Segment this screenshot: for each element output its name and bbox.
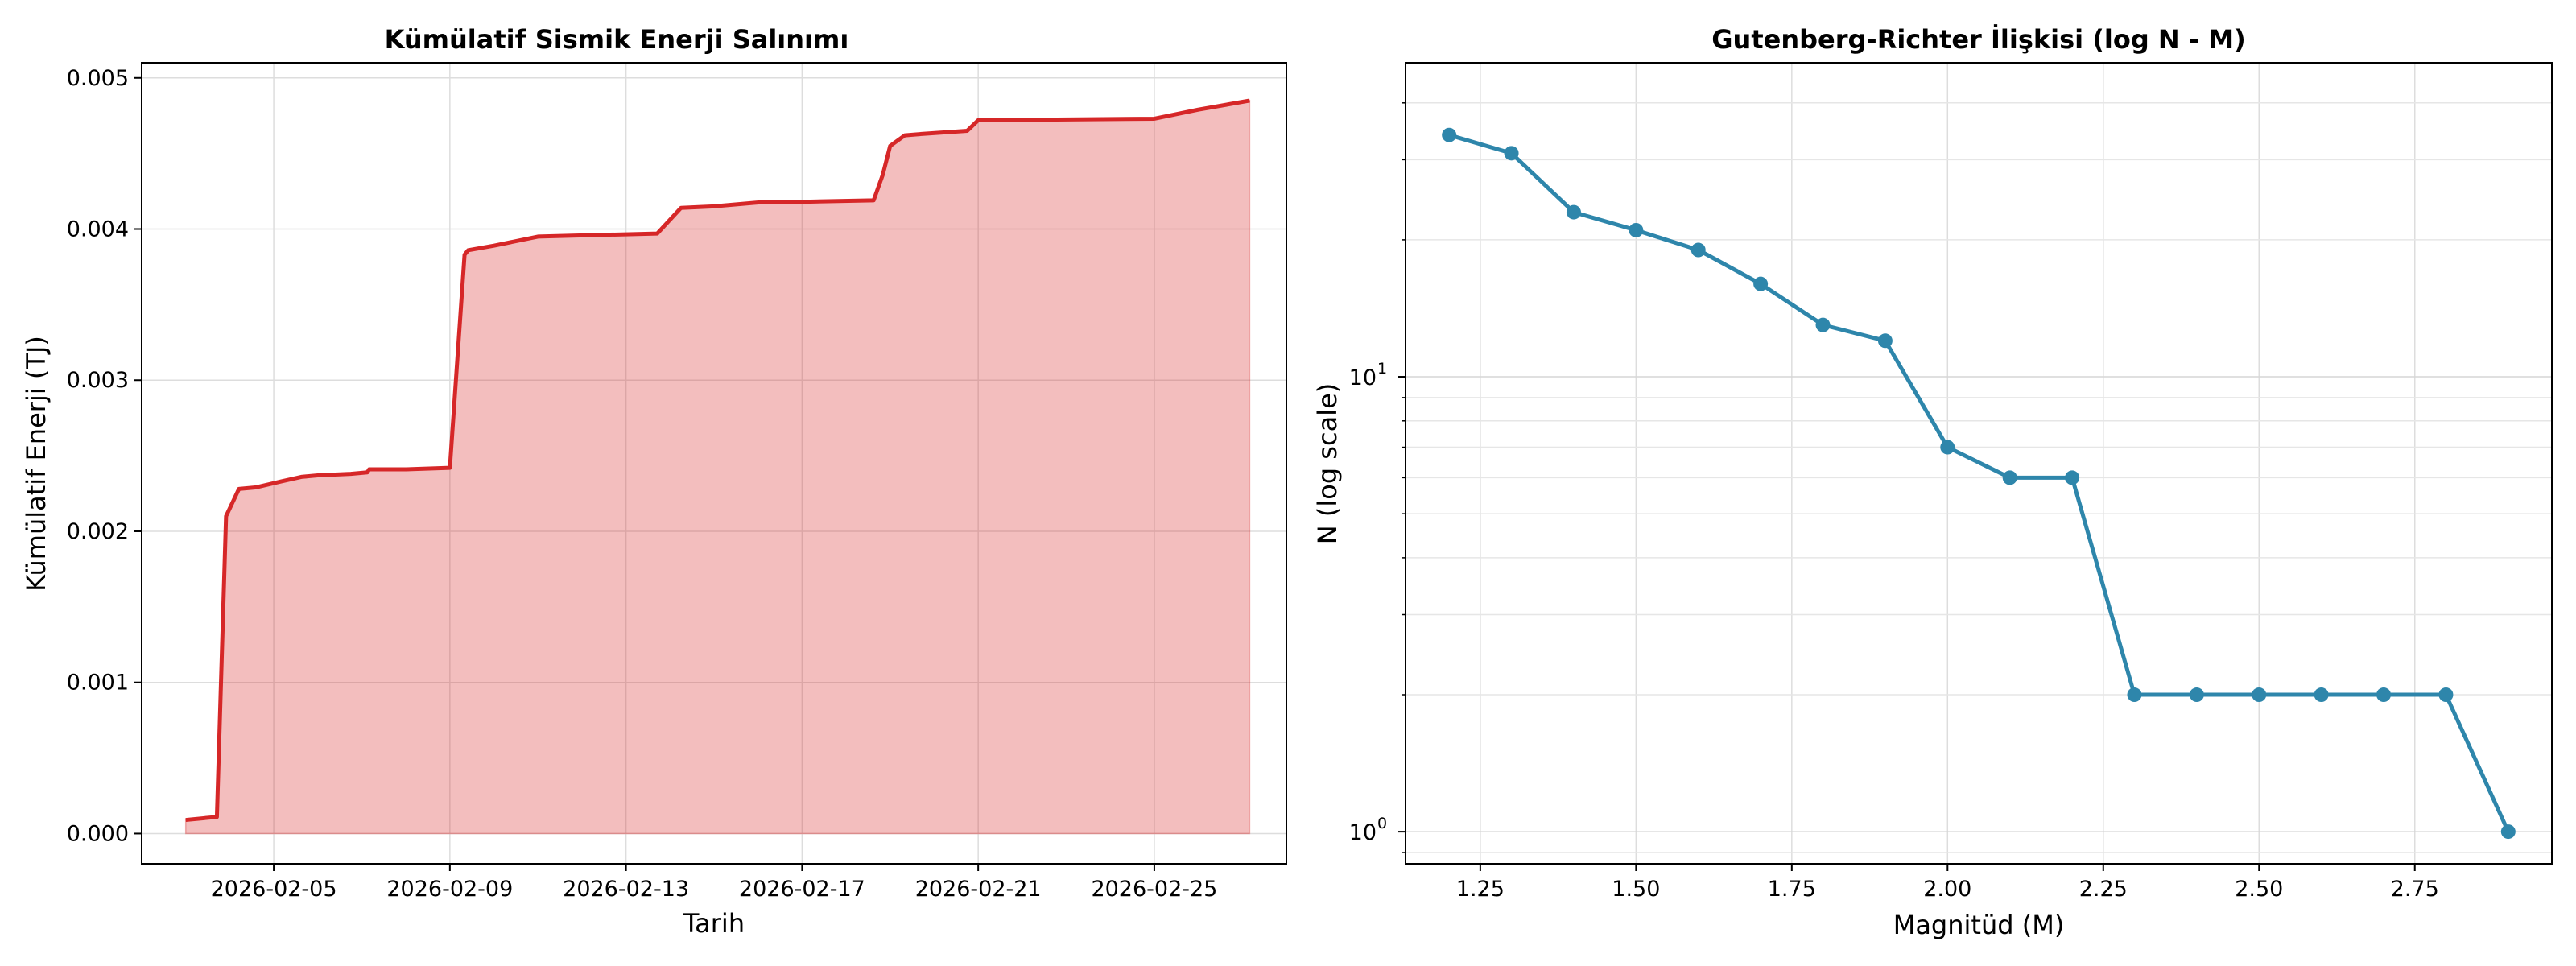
gr-data-point [2314, 687, 2329, 703]
energy-x-tick-label: 2026-02-09 [386, 877, 513, 902]
energy-x-tick-label: 2026-02-13 [563, 877, 689, 902]
energy-y-tick-label: 0.000 [67, 821, 129, 846]
gr-x-tick-label: 2.75 [2391, 877, 2439, 902]
gr-x-tick-label: 1.50 [1612, 877, 1660, 902]
gr-data-point [2252, 687, 2267, 703]
energy-area-fill [184, 100, 1251, 835]
gr-grid [1406, 63, 2552, 864]
gr-data-point [2438, 687, 2454, 703]
energy-y-tick-label: 0.001 [67, 671, 129, 696]
gr-y-tick-label: 10 [1349, 820, 1377, 845]
energy-chart: Kümülatif Sismik Enerji Salınımı 2026-02… [21, 24, 1287, 939]
gr-data-point [1815, 317, 1831, 332]
gr-x-tick-label: 1.25 [1456, 877, 1505, 902]
gr-plot-frame [1405, 62, 2553, 865]
energy-marks [184, 98, 1251, 835]
gr-data-point [1629, 222, 1644, 237]
energy-x-tick-label: 2026-02-17 [739, 877, 865, 902]
gr-data-point [1753, 276, 1769, 291]
gr-y-tick-exponent: 1 [1377, 360, 1387, 378]
gr-x-axis-label: Magnitüd (M) [1893, 910, 2065, 940]
gr-data-point [2500, 824, 2516, 840]
gr-y-tick-label: 10 [1349, 365, 1377, 390]
gr-chart-title: Gutenberg-Richter İlişkisi (log N - M) [1711, 24, 2245, 55]
energy-x-tick-label: 2026-02-05 [211, 877, 337, 902]
energy-x-tick-label: 2026-02-21 [915, 877, 1042, 902]
energy-y-tick-label: 0.002 [67, 519, 129, 544]
energy-x-ticks: 2026-02-05 2026-02-09 2026-02-13 2026-02-17… [211, 864, 1217, 902]
energy-y-tick-label: 0.003 [67, 368, 129, 393]
energy-y-ticks: 0.000 0.001 0.002 0.003 0.004 0.005 [67, 66, 142, 846]
energy-y-tick-label: 0.004 [67, 217, 129, 242]
gr-data-point [2127, 687, 2142, 703]
energy-plot-frame [141, 62, 1287, 865]
gr-y-tick-exponent: 0 [1377, 815, 1387, 832]
energy-y-axis-label: Kümülatif Enerji (TJ) [21, 336, 52, 592]
gr-y-axis-label: N (log scale) [1312, 383, 1343, 544]
energy-series-line [185, 98, 1250, 823]
gr-x-tick-label: 2.25 [2079, 877, 2128, 902]
energy-y-tick-label: 0.005 [67, 66, 129, 91]
gutenberg-richter-chart: Gutenberg-Richter İlişkisi (log N - M) 1… [1312, 24, 2553, 940]
gr-data-point [1504, 146, 1519, 161]
gr-data-point [2189, 687, 2204, 703]
gr-data-point [2065, 470, 2080, 485]
gr-x-ticks: 1.25 1.50 1.75 2.00 2.25 2.50 2.75 [1456, 864, 2439, 902]
gr-marks [1442, 127, 2516, 840]
gr-x-tick-label: 2.50 [2235, 877, 2283, 902]
gr-data-point [2002, 470, 2017, 485]
gr-data-point [2376, 687, 2392, 703]
gr-data-point [1442, 127, 1457, 142]
energy-x-axis-label: Tarih [683, 908, 745, 939]
gr-x-tick-label: 1.75 [1768, 877, 1816, 902]
energy-x-tick-label: 2026-02-25 [1091, 877, 1217, 902]
gr-data-point [1877, 333, 1893, 349]
energy-chart-title: Kümülatif Sismik Enerji Salınımı [385, 24, 849, 55]
gr-data-point [1940, 440, 1955, 455]
gr-series-line [1448, 133, 2511, 833]
energy-grid [142, 63, 1286, 864]
gr-x-tick-label: 2.00 [1923, 877, 1971, 902]
gr-data-point [1566, 204, 1581, 220]
gr-data-point [1690, 242, 1706, 258]
